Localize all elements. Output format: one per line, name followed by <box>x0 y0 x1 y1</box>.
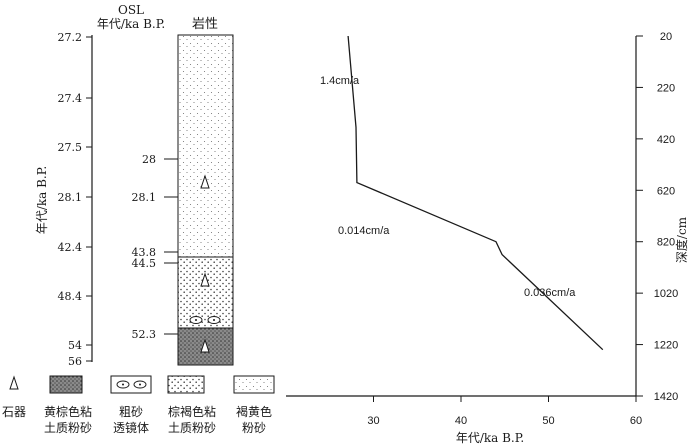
y-axis-tick-label: 620 <box>657 185 675 197</box>
y-axis-tick-label: 1020 <box>654 288 678 300</box>
legend-brown-line2: 土质粉砂 <box>168 421 216 435</box>
legend-lens-line2: 透镜体 <box>113 420 149 435</box>
artifact-triangle-icon <box>200 174 210 189</box>
x-axis-ticks: 30 40 50 60 <box>367 396 642 427</box>
age-depth-plot: 30 40 50 60 20 220 420 620 820 1020 1220 1420 年代/k… <box>286 31 689 445</box>
x-axis-tick-label: 30 <box>367 415 379 427</box>
column-age-header: 年代/ka B.P. <box>97 17 165 31</box>
osl-sample-markers: 28 28.1 43.844.5 52.3 <box>132 153 178 341</box>
age-axis-tick-label: 28.1 <box>58 191 83 204</box>
legend-tawny-line1: 褐黄色 <box>236 404 272 419</box>
age-axis-tick-label: 54 <box>68 339 82 352</box>
legend-lens-line1: 粗砂 <box>119 405 143 419</box>
osl-sample-label: 28.1 <box>132 191 157 204</box>
y-axis-tick-label: 820 <box>657 237 675 249</box>
x-axis-label: 年代/ka B.P. <box>456 431 524 445</box>
y-axis-tick-label: 220 <box>657 82 675 94</box>
y-axis-tick-label: 420 <box>657 134 675 146</box>
age-axis-ticks: 27.2 27.4 27.5 28.1 42.4 48.4 54 56 <box>58 31 92 368</box>
artifact-triangle-icon <box>200 272 210 287</box>
legend-tawny-line2: 粉砂 <box>242 421 266 435</box>
unit-tawny-silt <box>177 34 234 258</box>
osl-sample-label: 52.3 <box>132 328 157 341</box>
strat-column-panel: OSL 年代/ka B.P. 岩性 27.2 27.4 27.5 28.1 42.4 48… <box>35 3 234 368</box>
age-axis-tick-label: 48.4 <box>58 290 83 303</box>
legend-lens-swatch <box>110 375 152 394</box>
y-axis-ticks: 20 220 420 620 820 1020 1220 1420 <box>636 31 678 403</box>
legend-artifact-label: 石器 <box>2 405 26 419</box>
x-axis-tick-label: 60 <box>630 415 642 427</box>
unit-brown-clayey-silt <box>177 256 234 329</box>
y-axis-label: 深度/cm <box>674 216 689 263</box>
age-axis-tick-label: 56 <box>68 355 82 368</box>
osl-sample-label: 43.8 <box>132 246 157 259</box>
age-axis-tick-label: 42.4 <box>58 241 83 254</box>
osl-sample-label: 28 <box>142 153 156 166</box>
unit-yellow-brown-clayey-silt <box>177 327 234 366</box>
age-axis-tick-label: 27.2 <box>58 31 83 44</box>
lithology-header: 岩性 <box>192 17 218 32</box>
age-axis-label: 年代/ka B.P. <box>35 166 49 234</box>
legend-yellow-brown-line2: 土质粉砂 <box>44 421 92 435</box>
rate-annotation-1: 1.4cm/a <box>320 75 360 87</box>
age-axis-tick-label: 27.4 <box>58 92 83 105</box>
y-axis-tick-label: 20 <box>660 31 672 43</box>
legend-artifact-icon <box>9 375 19 390</box>
artifact-triangle-icon <box>200 338 210 353</box>
osl-sample-label: 44.5 <box>132 257 157 270</box>
legend-yellow-brown-swatch <box>49 375 83 394</box>
y-axis-tick-label: 1220 <box>654 340 678 352</box>
legend-brown-swatch <box>167 375 205 394</box>
osl-header: OSL <box>118 3 144 17</box>
y-axis-tick-label: 1420 <box>654 391 678 403</box>
age-axis-tick-label: 27.5 <box>58 141 83 154</box>
x-axis-tick-label: 40 <box>455 415 467 427</box>
rate-annotation-3: 0.036cm/a <box>524 287 576 299</box>
rate-annotation-2: 0.014cm/a <box>338 225 390 237</box>
x-axis-tick-label: 50 <box>542 415 554 427</box>
legend-tawny-swatch <box>233 375 275 394</box>
legend-brown-line1: 棕褐色粘 <box>168 404 216 419</box>
age-depth-series-line <box>347 35 604 351</box>
legend-yellow-brown-line1: 黄棕色粘 <box>44 404 92 419</box>
legend: 石器 黄棕色粘 土质粉砂 粗砂 透镜体 棕褐色粘 土质粉砂 褐黄色 粉砂 <box>2 375 275 435</box>
coarse-sand-lens-symbol <box>189 316 221 324</box>
